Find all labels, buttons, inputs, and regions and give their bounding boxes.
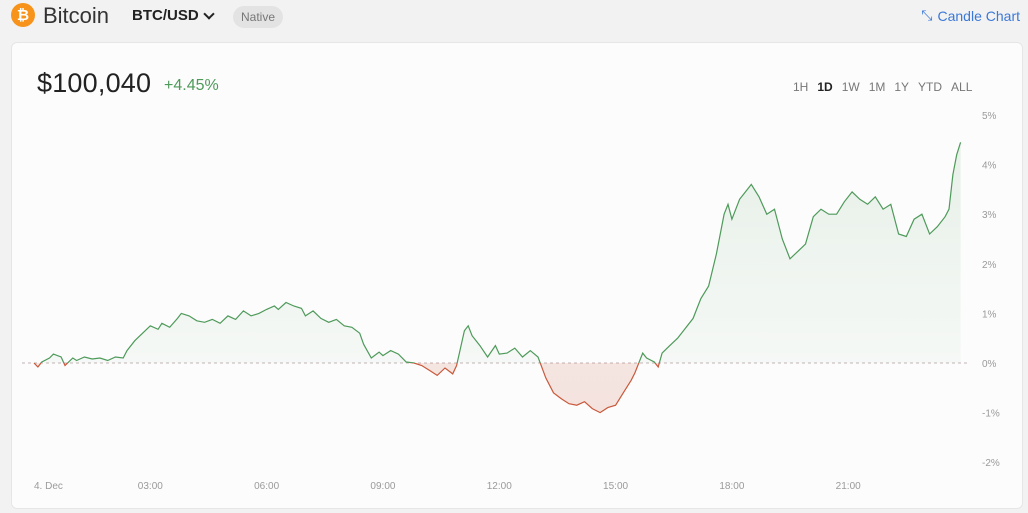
x-tick-label: 06:00: [254, 481, 279, 492]
area-fill-positive: [34, 142, 961, 363]
y-tick-label: -1%: [982, 409, 1000, 420]
swap-arrows-icon: ⤡: [921, 7, 933, 23]
range-all[interactable]: ALL: [951, 80, 973, 94]
range-1m[interactable]: 1M: [868, 80, 886, 94]
price-change: +4.45%: [164, 77, 219, 94]
candle-chart-link[interactable]: ⤡ Candle Chart: [921, 7, 1020, 24]
y-tick-label: 3%: [982, 210, 997, 221]
y-tick-label: 1%: [982, 309, 997, 320]
top-bar: ₿ Bitcoin BTC/USD Native ⤡ Candle Chart: [0, 0, 1028, 36]
x-tick-label: 21:00: [836, 481, 861, 492]
candle-chart-label: Candle Chart: [937, 7, 1021, 24]
price-value: $100,040: [37, 68, 152, 98]
pair-select[interactable]: BTC/USD: [132, 7, 215, 24]
range-1y[interactable]: 1Y: [894, 80, 910, 94]
range-1d[interactable]: 1D: [817, 80, 833, 94]
y-tick-label: -2%: [982, 458, 1000, 469]
y-tick-label: 0%: [982, 359, 997, 370]
range-selector: 1H 1D 1W 1M 1Y YTD ALL: [793, 80, 981, 94]
price-line-positive: [34, 142, 962, 363]
bitcoin-icon: ₿: [11, 3, 35, 27]
native-badge: Native: [233, 6, 284, 28]
x-tick-label: 18:00: [719, 481, 744, 492]
range-1h[interactable]: 1H: [793, 80, 809, 94]
y-tick-label: 5%: [982, 111, 997, 122]
x-tick-label: 15:00: [603, 481, 628, 492]
x-tick-label: 03:00: [138, 481, 163, 492]
x-tick-label: 12:00: [487, 481, 512, 492]
x-tick-label: 09:00: [370, 481, 395, 492]
range-1w[interactable]: 1W: [841, 80, 860, 94]
coin-name: Bitcoin: [43, 3, 110, 28]
x-tick-label: 4. Dec: [34, 481, 63, 492]
range-ytd[interactable]: YTD: [918, 80, 943, 94]
pair-label: BTC/USD: [132, 7, 199, 24]
y-tick-label: 4%: [982, 161, 997, 172]
y-tick-label: 2%: [982, 260, 997, 271]
